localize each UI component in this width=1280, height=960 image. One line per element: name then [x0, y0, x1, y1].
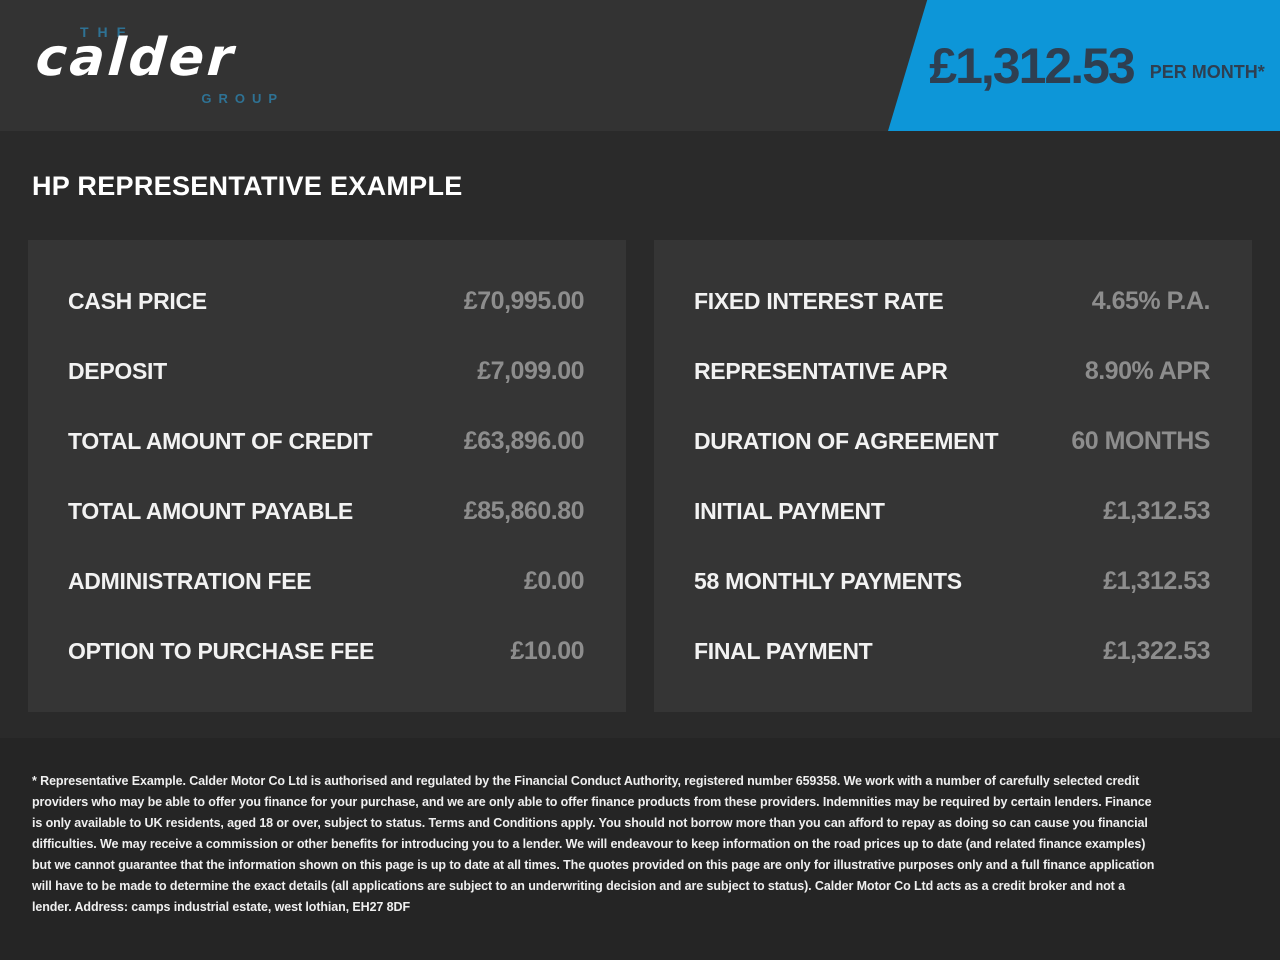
finance-panel-terms: FIXED INTEREST RATE 4.65% P.A. REPRESENT… [654, 240, 1252, 712]
finance-row-label: FIXED INTEREST RATE [694, 287, 944, 314]
finance-row-final-payment: FINAL PAYMENT £1,322.53 [694, 616, 1210, 686]
finance-row-total-credit: TOTAL AMOUNT OF CREDIT £63,896.00 [68, 406, 585, 476]
finance-row-value: £1,312.53 [1103, 566, 1210, 595]
disclaimer-text: * Representative Example. Calder Motor C… [32, 774, 1155, 914]
finance-panels: CASH PRICE £70,995.00 DEPOSIT £7,099.00 … [28, 240, 1252, 712]
finance-panel-amounts: CASH PRICE £70,995.00 DEPOSIT £7,099.00 … [28, 240, 626, 712]
finance-row-apr: REPRESENTATIVE APR 8.90% APR [694, 336, 1211, 406]
finance-row-value: £85,860.80 [463, 496, 585, 525]
finance-row-value: £63,896.00 [463, 426, 585, 455]
finance-row-value: £70,995.00 [463, 286, 585, 315]
finance-row-monthly-payments: 58 MONTHLY PAYMENTS £1,312.53 [694, 546, 1210, 616]
finance-row-label: REPRESENTATIVE APR [694, 357, 948, 384]
finance-row-cash-price: CASH PRICE £70,995.00 [68, 266, 585, 336]
finance-row-duration: DURATION OF AGREEMENT 60 MONTHS [694, 406, 1210, 476]
finance-row-value: 8.90% APR [1084, 356, 1211, 385]
finance-row-label: DURATION OF AGREEMENT [694, 427, 999, 454]
finance-row-value: 4.65% P.A. [1091, 286, 1211, 315]
logo-group-text: GROUP [201, 91, 284, 106]
monthly-price-period: PER MONTH* [1149, 62, 1265, 82]
finance-row-label: TOTAL AMOUNT PAYABLE [68, 497, 353, 524]
finance-row-label: FINAL PAYMENT [694, 637, 873, 664]
finance-row-value: £7,099.00 [477, 356, 584, 385]
logo-the-text: THE [80, 24, 135, 40]
main-content: HP REPRESENTATIVE EXAMPLE CASH PRICE £70… [0, 131, 1280, 738]
finance-row-value: £1,322.53 [1103, 636, 1210, 665]
finance-row-initial-payment: INITIAL PAYMENT £1,312.53 [694, 476, 1210, 546]
finance-row-label: ADMINISTRATION FEE [68, 567, 312, 594]
finance-row-admin-fee: ADMINISTRATION FEE £0.00 [68, 546, 585, 616]
finance-row-label: INITIAL PAYMENT [694, 497, 885, 524]
finance-row-deposit: DEPOSIT £7,099.00 [68, 336, 584, 406]
monthly-price-amount: £1,312.53 [929, 37, 1135, 94]
footer: * Representative Example. Calder Motor C… [0, 738, 1280, 960]
finance-row-interest-rate: FIXED INTEREST RATE 4.65% P.A. [694, 266, 1211, 336]
logo-calder-text: calder [33, 28, 238, 88]
finance-row-value: £10.00 [510, 636, 585, 665]
finance-row-value: £1,312.53 [1103, 496, 1210, 525]
finance-row-label: CASH PRICE [68, 287, 207, 314]
finance-row-option-fee: OPTION TO PURCHASE FEE £10.00 [68, 616, 585, 686]
header: THE calder GROUP £1,312.53 PER MONTH* [0, 0, 1280, 131]
finance-row-label: DEPOSIT [68, 357, 167, 384]
page-title: HP REPRESENTATIVE EXAMPLE [32, 171, 463, 201]
monthly-price-banner: £1,312.53 PER MONTH* [888, 0, 1280, 131]
finance-row-label: 58 MONTHLY PAYMENTS [694, 567, 962, 594]
finance-row-label: OPTION TO PURCHASE FEE [68, 637, 375, 664]
finance-row-value: 60 MONTHS [1071, 426, 1210, 455]
finance-row-value: £0.00 [523, 566, 585, 595]
finance-row-label: TOTAL AMOUNT OF CREDIT [68, 427, 373, 454]
calder-group-logo: THE calder GROUP [33, 22, 286, 106]
finance-row-total-payable: TOTAL AMOUNT PAYABLE £85,860.80 [68, 476, 585, 546]
